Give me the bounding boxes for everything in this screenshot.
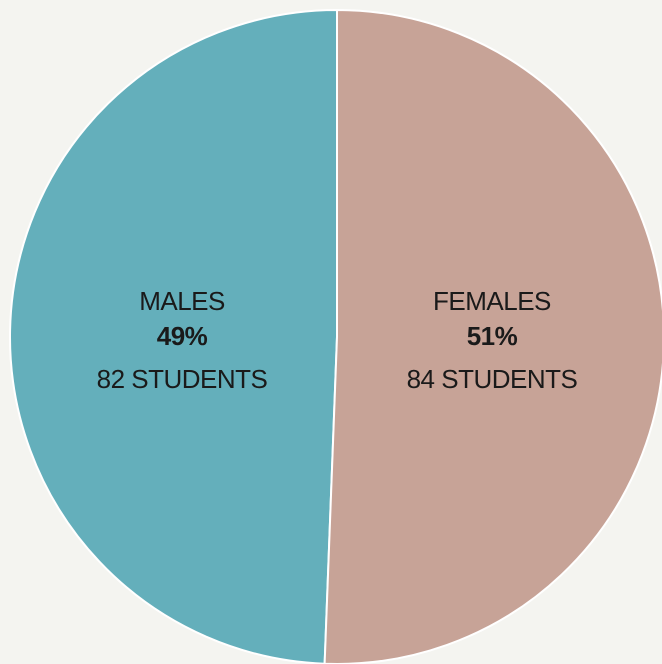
pie-labels: MALES 49% 82 STUDENTS FEMALES 51% 84 STUDENTS bbox=[97, 286, 578, 394]
pie-slices bbox=[9, 8, 662, 664]
pie-slice-females bbox=[323, 8, 662, 664]
pie-slice-males bbox=[9, 8, 338, 664]
slice-name-label: FEMALES bbox=[433, 286, 551, 316]
slice-percent-label: 49% bbox=[157, 321, 208, 351]
slice-label-males: MALES 49% 82 STUDENTS bbox=[97, 286, 268, 394]
slice-label-females: FEMALES 51% 84 STUDENTS bbox=[407, 286, 578, 394]
slice-percent-label: 51% bbox=[467, 321, 518, 351]
slice-name-label: MALES bbox=[139, 286, 225, 316]
slice-count-label: 84 STUDENTS bbox=[407, 364, 578, 394]
slice-count-label: 82 STUDENTS bbox=[97, 364, 268, 394]
